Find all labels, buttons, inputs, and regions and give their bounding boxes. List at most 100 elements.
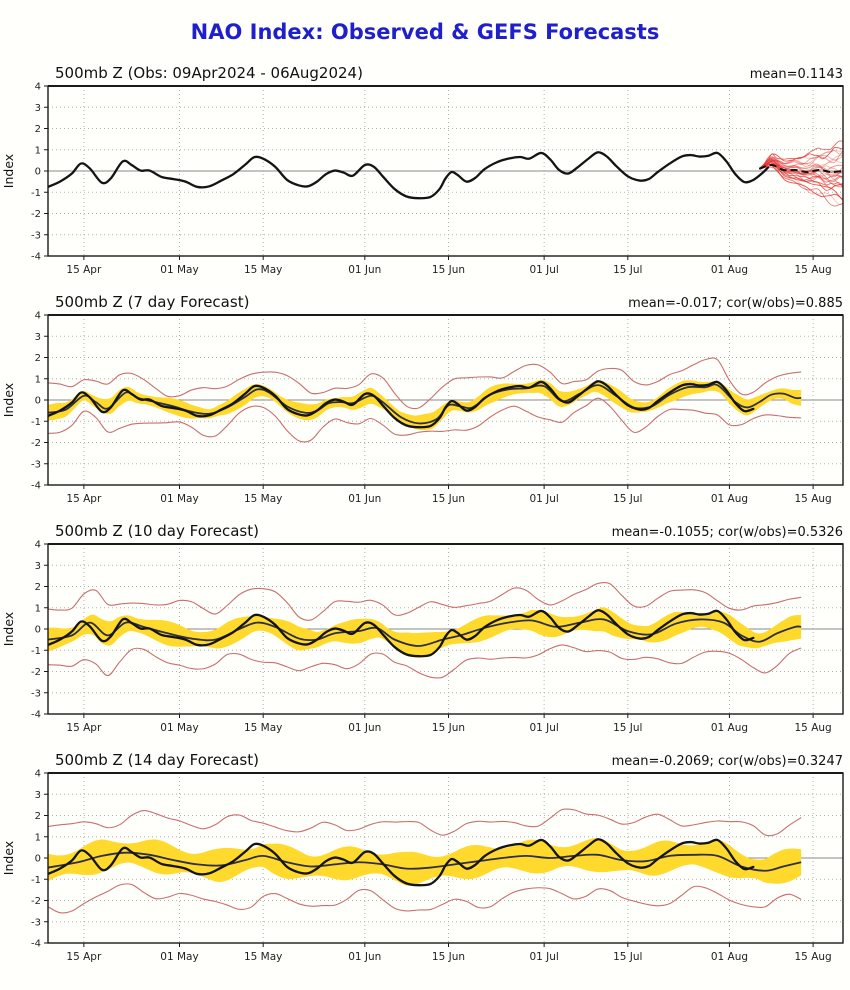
- x-tick-label: 01 Aug: [711, 264, 748, 276]
- y-tick-label: 1: [35, 145, 41, 156]
- panel-title: 500mb Z (10 day Forecast): [55, 522, 259, 540]
- x-tick-label: 15 Jun: [432, 264, 465, 276]
- panel-header: 500mb Z (Obs: 09Apr2024 - 06Aug2024) mea…: [55, 62, 843, 82]
- y-tick-label: 3: [35, 790, 41, 801]
- y-tick-label: -3: [31, 688, 41, 699]
- x-tick-label: 01 May: [160, 493, 198, 505]
- x-tick-label: 15 Aug: [795, 264, 832, 276]
- y-tick-label: -1: [31, 417, 41, 428]
- x-tick-label: 15 Apr: [66, 722, 102, 734]
- x-tick-label: 01 May: [160, 951, 198, 963]
- panel-header: 500mb Z (10 day Forecast) mean=-0.1055; …: [55, 520, 843, 540]
- y-tick-label: -4: [31, 481, 41, 492]
- y-tick-label: 4: [35, 311, 41, 322]
- y-tick-label: 1: [35, 603, 41, 614]
- ensemble-member-line: [759, 150, 843, 169]
- ensemble-member-line: [759, 157, 843, 175]
- ensemble-mean-dashed-line: [758, 164, 843, 174]
- ensemble-member-line: [759, 165, 843, 207]
- envelope-min-line: [48, 883, 802, 914]
- x-tick-label: 15 May: [244, 722, 282, 734]
- panel-forecast-10day: 500mb Z (10 day Forecast) mean=-0.1055; …: [0, 520, 850, 742]
- panel-title: 500mb Z (Obs: 09Apr2024 - 06Aug2024): [55, 64, 363, 82]
- y-tick-label: 0: [35, 167, 41, 178]
- panel-header: 500mb Z (14 day Forecast) mean=-0.2069; …: [55, 749, 843, 769]
- envelope-max-line: [48, 357, 802, 410]
- x-tick-label: 01 May: [160, 264, 198, 276]
- plot-forecast-7day: 15 Apr 01 May 15 May 01 Jun 15 Jun 01 Jul 15 J…: [1, 311, 844, 505]
- y-tick-label: -1: [31, 646, 41, 657]
- ensemble-member-line: [759, 161, 843, 180]
- y-tick-label: 4: [35, 769, 41, 780]
- panel-forecast-7day: 500mb Z (7 day Forecast) mean=-0.017; co…: [0, 291, 850, 513]
- y-tick-label: 2: [35, 582, 41, 593]
- x-tick-label: 15 Aug: [795, 722, 832, 734]
- x-tick-label: 01 Aug: [711, 951, 748, 963]
- y-tick-label: -2: [31, 209, 41, 220]
- y-tick-label: -4: [31, 252, 41, 263]
- ensemble-member-line: [759, 155, 843, 169]
- x-tick-label: 01 Jul: [529, 722, 558, 734]
- x-tick-label: 01 Jun: [348, 722, 381, 734]
- forecast-mean-line: [48, 851, 802, 872]
- ensemble-member-line: [759, 159, 843, 171]
- plot-observed: 15 Apr 01 May 15 May 01 Jun 15 Jun 01 Jul 15 J…: [1, 82, 844, 276]
- x-tick-label: 15 Apr: [66, 493, 102, 505]
- y-tick-label: 3: [35, 561, 41, 572]
- ensemble-member-line: [759, 150, 843, 169]
- y-tick-label: -1: [31, 188, 41, 199]
- forecast-mean-line: [48, 618, 802, 647]
- x-tick-label: 01 Jun: [348, 493, 381, 505]
- y-tick-label: 2: [35, 811, 41, 822]
- panel-stats: mean=0.1143: [749, 67, 843, 82]
- x-tick-label: 15 Jun: [432, 722, 465, 734]
- x-tick-label: 01 May: [160, 722, 198, 734]
- y-tick-label: 3: [35, 332, 41, 343]
- y-tick-label: 4: [35, 540, 41, 551]
- observed-line: [48, 151, 770, 200]
- y-tick-label: -4: [31, 939, 41, 950]
- envelope-max-line: [48, 808, 802, 837]
- panel-observed: 500mb Z (Obs: 09Apr2024 - 06Aug2024) mea…: [0, 62, 850, 284]
- y-tick-label: 1: [35, 374, 41, 385]
- x-tick-label: 15 May: [244, 493, 282, 505]
- panel-stats: mean=-0.1055; cor(w/obs)=0.5326: [611, 525, 843, 540]
- x-tick-label: 15 Aug: [795, 493, 832, 505]
- x-tick-label: 15 Jun: [432, 951, 465, 963]
- y-tick-label: 1: [35, 832, 41, 843]
- x-tick-label: 15 Jun: [432, 493, 465, 505]
- panel-stats: mean=-0.2069; cor(w/obs)=0.3247: [611, 754, 843, 769]
- x-tick-label: 15 Jul: [613, 493, 642, 505]
- x-tick-label: 01 Jun: [348, 264, 381, 276]
- series-layer: [48, 140, 843, 207]
- page-title: NAO Index: Observed & GEFS Forecasts: [190, 20, 660, 44]
- observed-line: [48, 609, 755, 658]
- observed-line: [48, 380, 755, 429]
- panel-title: 500mb Z (7 day Forecast): [55, 293, 250, 311]
- x-tick-label: 15 Jul: [613, 264, 642, 276]
- y-tick-label: -3: [31, 917, 41, 928]
- y-tick-label: -3: [31, 230, 41, 241]
- y-tick-label: 0: [35, 396, 41, 407]
- y-tick-label: 3: [35, 103, 41, 114]
- envelope-min-line: [48, 644, 802, 679]
- x-tick-label: 01 Aug: [711, 493, 748, 505]
- y-tick-label: 4: [35, 82, 41, 93]
- x-tick-label: 01 Jul: [529, 951, 558, 963]
- x-tick-label: 15 Aug: [795, 951, 832, 963]
- forecast-mean-line: [48, 383, 802, 425]
- y-axis-label: Index: [1, 841, 16, 875]
- ensemble-member-line: [759, 163, 843, 201]
- y-tick-label: -1: [31, 875, 41, 886]
- x-tick-label: 15 Apr: [66, 264, 102, 276]
- y-axis-label: Index: [1, 383, 16, 417]
- panel-title: 500mb Z (14 day Forecast): [55, 751, 259, 769]
- y-tick-label: -2: [31, 438, 41, 449]
- y-tick-label: 2: [35, 353, 41, 364]
- x-tick-label: 15 Apr: [66, 951, 102, 963]
- y-tick-label: -4: [31, 710, 41, 721]
- y-tick-label: 0: [35, 625, 41, 636]
- y-axis-label: Index: [1, 612, 16, 646]
- y-tick-label: 0: [35, 854, 41, 865]
- panel-forecast-14day: 500mb Z (14 day Forecast) mean=-0.2069; …: [0, 749, 850, 971]
